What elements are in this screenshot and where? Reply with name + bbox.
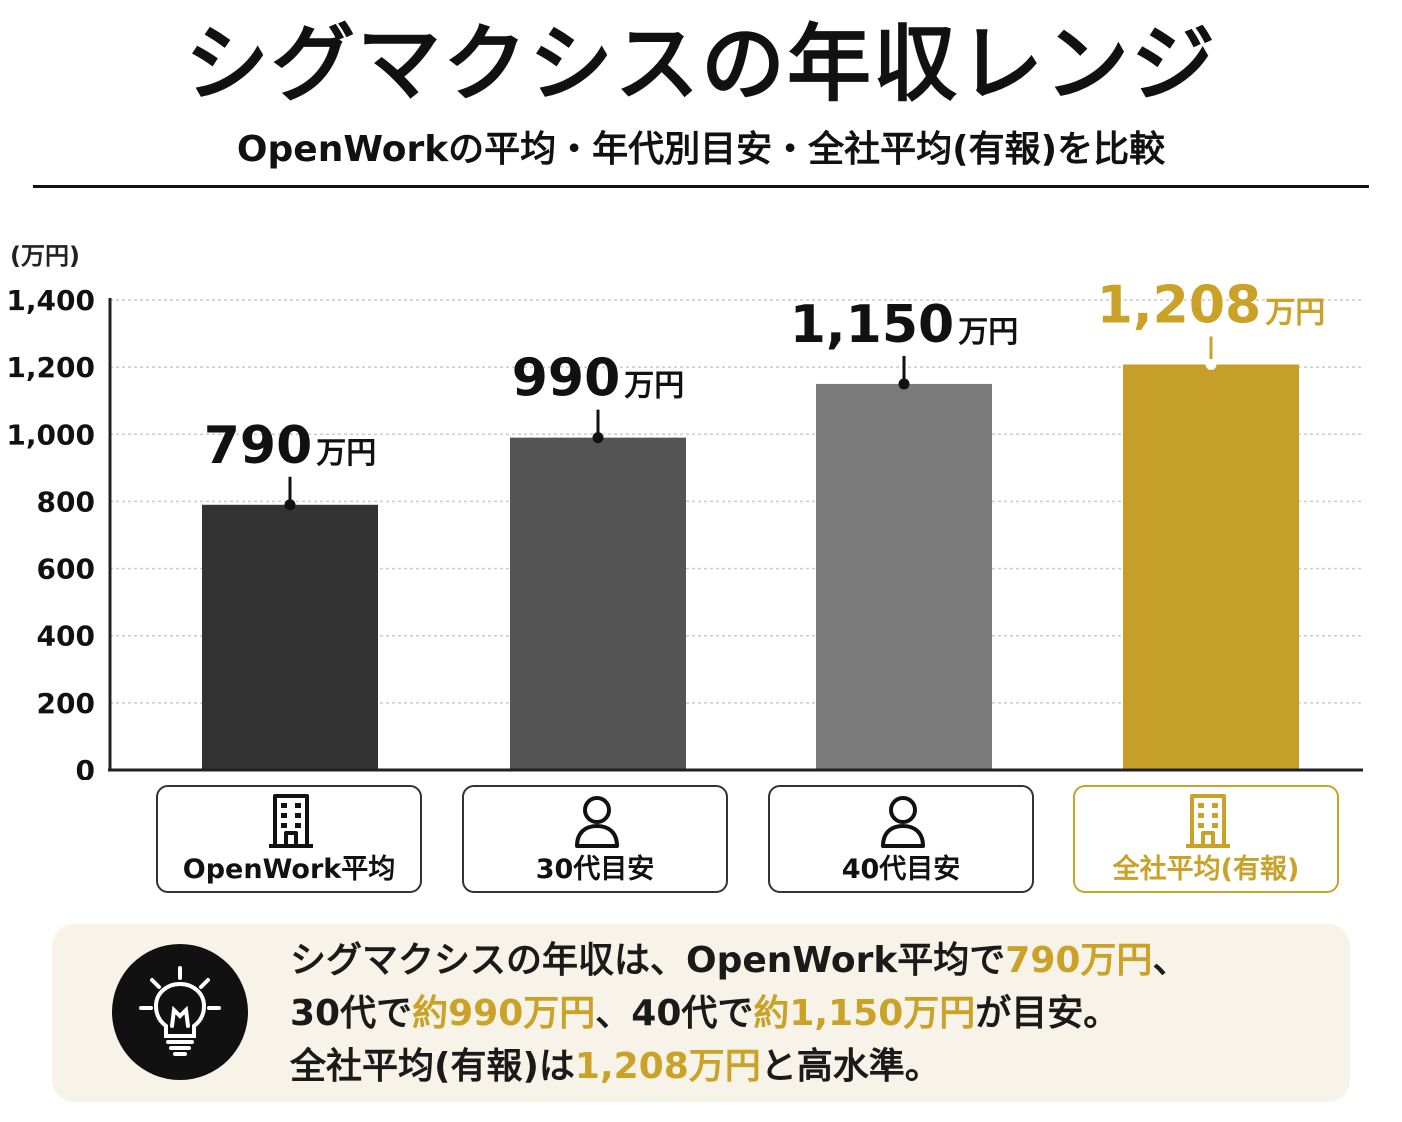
page-subtitle: OpenWorkの平均・年代別目安・全社平均(有報)を比較 (236, 129, 1166, 170)
category-box: 全社平均(有報) (1073, 785, 1339, 893)
building-icon (266, 793, 316, 849)
value-marker (898, 378, 910, 390)
building-icon (1183, 793, 1233, 849)
bar-chart: (万円) 0 200 400 600 800 1,000 1,200 1,400 790 万円 9… (6, 242, 1363, 780)
lightbulb-icon (112, 944, 248, 1080)
value-label: 1,208 万円 (1097, 275, 1325, 335)
value-labels: 790 万円 990 万円 1,150 万円 1,208 万円 (204, 275, 1325, 511)
value-label: 1,150 万円 (790, 295, 1018, 355)
summary-highlight: 790万円 (1005, 940, 1153, 981)
summary-highlight: 1,208万円 (574, 1046, 761, 1087)
y-tick-label: 800 (37, 485, 95, 518)
summary-text-segment: が目安。 (975, 993, 1120, 1034)
grid-lines (110, 299, 1362, 704)
y-tick-label: 200 (37, 687, 95, 720)
summary-text-segment: シグマクシスの年収は、OpenWork平均で (290, 940, 1006, 981)
summary-text-segment: と高水準。 (760, 1046, 941, 1087)
person-icon (878, 793, 928, 849)
summary-line-2: 30代で約990万円、40代で約1,150万円が目安。 (290, 987, 1330, 1040)
summary-highlight: 約1,150万円 (753, 993, 976, 1034)
y-tick-label: 1,000 (6, 418, 95, 451)
y-tick-label: 400 (37, 620, 95, 653)
summary-text-segment: 30代で (290, 993, 413, 1034)
summary-text-segment: 、 (1152, 940, 1189, 981)
value-label: 790 万円 (204, 416, 377, 476)
y-tick-label: 600 (37, 553, 95, 586)
x-tick-label: OpenWork平均 (182, 854, 396, 885)
page-title: シグマクシスの年収レンジ (184, 15, 1217, 113)
x-tick-label: 30代目安 (535, 854, 655, 885)
category-box: 40代目安 (768, 785, 1034, 893)
summary-text-segment: 、40代で (595, 993, 754, 1034)
summary-highlight: 約990万円 (412, 993, 596, 1034)
x-tick-label: 全社平均(有報) (1112, 854, 1300, 885)
value-label: 990 万円 (512, 349, 685, 409)
summary-line-1: シグマクシスの年収は、OpenWork平均で790万円、 (290, 934, 1330, 987)
bar (1123, 364, 1299, 770)
y-tick-label: 1,200 (6, 351, 95, 384)
value-marker (592, 432, 604, 444)
title-divider (33, 185, 1369, 188)
bar (510, 437, 686, 770)
summary-text: シグマクシスの年収は、OpenWork平均で790万円、 30代で約990万円、… (290, 934, 1330, 1093)
y-axis-unit-label: (万円) (10, 242, 80, 270)
bar (816, 383, 992, 770)
y-tick-label: 1,400 (6, 284, 95, 317)
value-marker (284, 499, 296, 511)
y-tick-label: 0 (76, 754, 95, 780)
y-axis-ticks: 0 200 400 600 800 1,000 1,200 1,400 (6, 284, 95, 780)
summary-note (52, 924, 1350, 1102)
value-marker (1205, 358, 1217, 370)
person-icon (572, 793, 622, 849)
category-box: 30代目安 (462, 785, 728, 893)
bar (202, 504, 378, 770)
summary-line-3: 全社平均(有報)は1,208万円と高水準。 (290, 1040, 1330, 1093)
category-box: OpenWork平均 (156, 785, 422, 893)
summary-text-segment: 全社平均(有報)は (290, 1046, 575, 1087)
bars (202, 364, 1299, 770)
x-tick-label: 40代目安 (841, 854, 961, 885)
